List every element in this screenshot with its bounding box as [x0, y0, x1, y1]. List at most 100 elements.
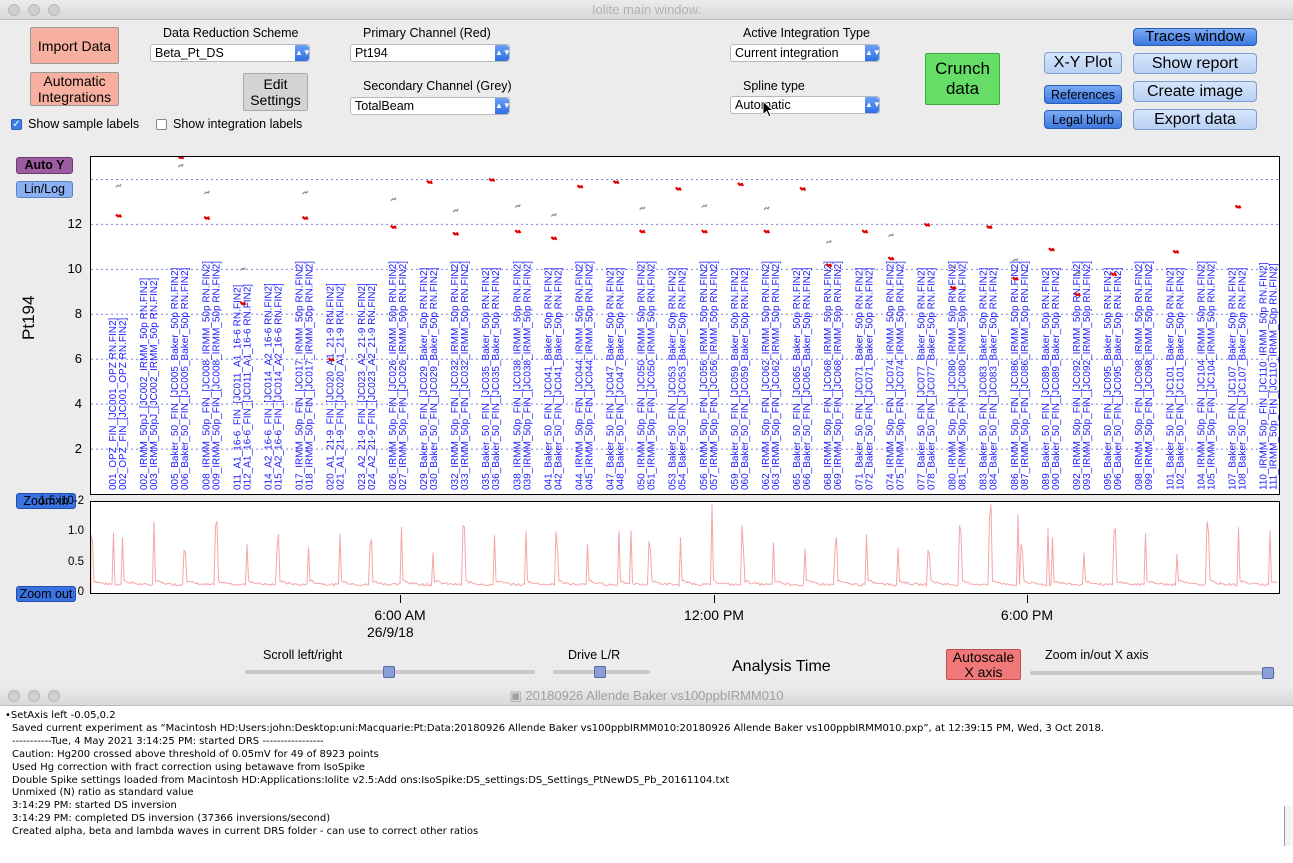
edit-settings-button[interactable]: Edit Settings	[243, 73, 308, 111]
beam-plot-area[interactable]	[90, 501, 1280, 594]
sample-label: 032_IRMM_50p_FIN_[JC032_IRMM_50p RN.FIN2…	[450, 261, 461, 490]
main-plot-area[interactable]: 001_OPZ_FIN_[JC001_OPZ RN.FIN2] 002_OPZ_F…	[90, 150, 1280, 495]
sample-label: 006_Baker_50_FIN_[JC005_Baker_50p RN.FIN…	[180, 267, 191, 490]
show-report-button[interactable]: Show report	[1133, 53, 1257, 74]
y-tick-label: 8	[74, 306, 82, 322]
traces-window-button[interactable]: Traces window	[1133, 28, 1257, 46]
grey-series-point	[390, 197, 397, 202]
log-text-area[interactable]: •SetAxis left -0.05,0.2 Saved current ex…	[0, 710, 1280, 839]
primary-channel-select[interactable]: Pt194 ▲▼	[350, 44, 511, 62]
minimize-window-icon[interactable]	[28, 4, 40, 16]
red-series-point	[550, 236, 558, 241]
active-integration-select[interactable]: Current integration ▲▼	[730, 44, 881, 62]
red-series-point	[239, 301, 247, 306]
minimize-window-icon[interactable]	[28, 690, 40, 702]
sample-label: 074_IRMM_50p_FIN_[JC074_IRMM_50p RN.FIN2…	[885, 261, 896, 490]
sample-label: 104_IRMM_50p_FIN_[JC104_IRMM_50p RN.FIN2…	[1196, 261, 1207, 490]
sample-label: 072_Baker_50_FIN_[JC071_Baker_50p RN.FIN…	[864, 267, 875, 490]
show-sample-labels-checkbox[interactable]: ✓	[11, 119, 22, 130]
export-data-button[interactable]: Export data	[1133, 109, 1257, 130]
scroll-slider-knob[interactable]	[383, 666, 395, 678]
grey-series-point	[514, 204, 521, 208]
sample-label: 057_IRMM_50p_FIN_[JC056_IRMM_50p RN.FIN2…	[709, 261, 720, 490]
red-series-point	[177, 155, 185, 160]
references-button[interactable]: References	[1044, 85, 1122, 104]
sample-label: 009_IRMM_50p_FIN_[JC008_IRMM_50p RN.FIN2…	[211, 261, 222, 490]
data-reduction-label: Data Reduction Scheme	[163, 26, 299, 40]
log-line: •SetAxis left -0.05,0.2	[5, 710, 116, 721]
sample-label: 036_Baker_50_FIN_[JC035_Baker_50p RN.FIN…	[491, 267, 502, 490]
xy-plot-button[interactable]: X-Y Plot	[1044, 52, 1122, 74]
sample-label: 089_Baker_50_FIN_[JC089_Baker_50p RN.FIN…	[1041, 267, 1052, 490]
sample-label: 029_Baker_50_FIN_[JC029_Baker_50p RN.FIN…	[419, 267, 430, 490]
primary-channel-label: Primary Channel (Red)	[363, 26, 491, 40]
sample-label: 020_A1_21-9_FIN_[JC020_A1_21-9 RN.FIN2]	[326, 283, 337, 490]
sample-label: 005_Baker_50_FIN_[JC005_Baker_50p RN.FIN…	[170, 267, 181, 490]
y-tick-label: 12	[67, 216, 82, 232]
sample-label: 111_IRMM_50p_FIN_[JC110_IRMM_50p RN.FIN2…	[1269, 263, 1279, 490]
zoom-window-icon[interactable]	[48, 690, 60, 702]
red-series-point	[949, 285, 957, 290]
zoom-in-button[interactable]: Zoom in	[16, 493, 76, 509]
legal-blurb-button[interactable]: Legal blurb	[1044, 110, 1122, 129]
zoom-out-button[interactable]: Zoom out	[16, 586, 76, 602]
main-chart-svg: 001_OPZ_FIN_[JC001_OPZ RN.FIN2] 002_OPZ_F…	[91, 150, 1280, 490]
drive-slider-knob[interactable]	[594, 666, 606, 678]
secondary-channel-value: TotalBeam	[355, 99, 415, 113]
sample-label: 093_IRMM_50p_FIN_[JC092_IRMM_50p RN.FIN2…	[1082, 261, 1093, 490]
automatic-integrations-button[interactable]: Automatic Integrations	[30, 72, 119, 106]
sample-label: 077_Baker_50_FIN_[JC077_Baker_50p RN.FIN…	[917, 267, 928, 490]
sample-label: 099_IRMM_50p_FIN_[JC098_IRMM_50p RN.FIN2…	[1144, 261, 1155, 490]
crunch-data-button[interactable]: Crunch data	[925, 53, 1000, 105]
close-window-icon[interactable]	[8, 690, 20, 702]
beam-series-line	[90, 504, 1278, 593]
secondary-channel-select[interactable]: TotalBeam ▲▼	[350, 97, 511, 115]
sample-label: 053_Baker_50_FIN_[JC053_Baker_50p RN.FIN…	[668, 267, 679, 490]
time-tick-mark	[1027, 595, 1028, 603]
sample-label: 078_Baker_50_FIN_[JC077_Baker_50p RN.FIN…	[927, 267, 938, 490]
sample-label: 110_IRMM_50p_FIN_[JC110_IRMM_50p RN.FIN2…	[1259, 262, 1270, 490]
sample-label: 014_A2_16-6_FIN_[JC014_A2_16-6 RN.FIN2]	[263, 283, 274, 490]
sample-label: 105_IRMM_50p_FIN_[JC104_IRMM_50p RN.FIN2…	[1206, 261, 1217, 490]
grey-series-point	[177, 163, 184, 168]
zoom-x-slider[interactable]	[1030, 671, 1275, 675]
sample-label: 041_Baker_50_FIN_[JC041_Baker_50p RN.FIN…	[543, 267, 554, 490]
red-series-point	[923, 222, 931, 227]
autoscale-x-button[interactable]: Autoscale X axis	[946, 649, 1021, 680]
sample-label: 047_Baker_50_FIN_[JC047_Baker_50p RN.FIN…	[606, 267, 617, 490]
sample-label: 002_OPZ_FIN_[JC001_OPZ RN.FIN2]	[118, 317, 129, 490]
sample-label: 051_IRMM_50p_FIN_[JC050_IRMM_50p RN.FIN2…	[647, 261, 658, 490]
log-line: Used Hg correction with fract correction…	[12, 761, 365, 773]
sample-label: 066_Baker_50_FIN_[JC065_Baker_50p RN.FIN…	[802, 267, 813, 490]
import-data-button[interactable]: Import Data	[30, 27, 119, 64]
data-reduction-select[interactable]: Beta_Pt_DS ▲▼	[150, 44, 311, 62]
zoom-x-slider-knob[interactable]	[1262, 667, 1274, 679]
data-reduction-value: Beta_Pt_DS	[155, 46, 224, 60]
sample-label: 083_Baker_50_FIN_[JC083_Baker_50p RN.FIN…	[979, 267, 990, 490]
time-tick-mark	[714, 595, 715, 603]
sample-label: 071_Baker_50_FIN_[JC071_Baker_50p RN.FIN…	[854, 267, 865, 490]
spline-type-select[interactable]: Automatic▲▼	[730, 96, 881, 114]
secondary-channel-label: Secondary Channel (Grey)	[363, 79, 512, 93]
zoom-window-icon[interactable]	[48, 4, 60, 16]
sample-label: 011_A1_16-6_FIN_[JC011_A1_16-6 RN.FIN2]	[232, 284, 243, 490]
sample-label: 012_A1_16-6_FIN_[JC011_A1_16-6 RN.FIN2]	[242, 284, 253, 490]
log-line: Created alpha, beta and lambda waves in …	[12, 826, 479, 838]
y-tick-label: 10	[67, 261, 82, 277]
red-series-point	[612, 179, 620, 185]
sample-label: 075_IRMM_50p_FIN_[JC074_IRMM_50p RN.FIN2…	[895, 261, 906, 490]
show-integration-labels-checkbox[interactable]	[156, 119, 167, 130]
lin-log-button[interactable]: Lin/Log	[16, 181, 73, 198]
analysis-time-label: Analysis Time	[732, 658, 831, 675]
log-window-title: 20180926 Allende Baker vs100ppbIRMM010	[525, 688, 784, 703]
sample-label: 018_IRMM_50p_FIN_[JC017_IRMM_50p RN.FIN2…	[305, 261, 316, 490]
sample-label: 039_IRMM_50p_FIN_[JC038_IRMM_50p RN.FIN2…	[522, 261, 533, 490]
grey-series-point	[115, 183, 122, 188]
auto-y-button[interactable]: Auto Y	[16, 157, 73, 174]
close-window-icon[interactable]	[8, 4, 20, 16]
sample-label: 059_Baker_50_FIN_[JC059_Baker_50p RN.FIN…	[730, 267, 741, 490]
red-series-point	[674, 186, 682, 191]
create-image-button[interactable]: Create image	[1133, 81, 1257, 102]
log-scrollbar[interactable]	[1284, 806, 1292, 846]
beam-chart-svg	[90, 504, 1278, 593]
